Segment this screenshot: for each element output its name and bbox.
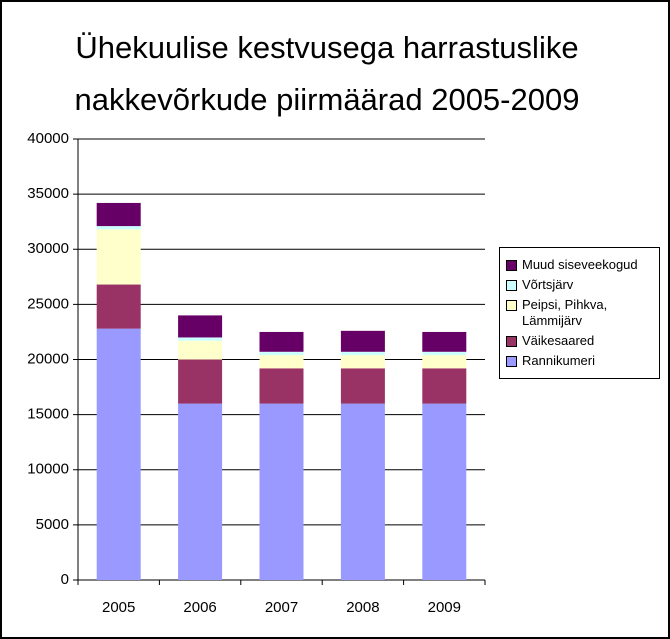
y-tick-label: 20000 (27, 350, 69, 367)
y-tick-label: 0 (61, 571, 69, 588)
y-tick-label: 30000 (27, 240, 69, 257)
bar-segment (259, 351, 304, 356)
bar-segment (96, 229, 141, 285)
bar-segment (178, 337, 223, 341)
legend-label: Rannikumeri (522, 353, 595, 368)
bar-segment (178, 403, 223, 580)
bar-segment (259, 331, 304, 352)
y-tick-label: 40000 (27, 130, 69, 147)
x-tick-label: 2009 (428, 599, 461, 616)
legend-swatch (506, 300, 517, 311)
bar-segment (96, 284, 141, 329)
bar-segment (340, 368, 385, 404)
legend-label: Võrtsjärv (522, 277, 574, 292)
bar-segment (96, 202, 141, 227)
x-tick-label: 2008 (346, 599, 379, 616)
bar-segment (422, 403, 467, 580)
bar-segment (259, 368, 304, 404)
bar-segment (340, 351, 385, 356)
chart-title: Ühekuulise kestvusega harrastuslike nakk… (74, 30, 580, 117)
x-tick-label: 2006 (183, 599, 216, 616)
x-tick-label: 2007 (265, 599, 298, 616)
x-tick-label: 2005 (102, 599, 135, 616)
bar-segment (178, 340, 223, 360)
legend-item: Väikesaared (506, 333, 653, 349)
bar-segment (422, 331, 467, 352)
bar-segment (340, 403, 385, 580)
bar-segment (422, 351, 467, 356)
y-tick-label: 35000 (27, 185, 69, 202)
bar-segment (422, 355, 467, 369)
y-tick-label: 15000 (27, 406, 69, 423)
bar-segment (340, 330, 385, 352)
legend-swatch (506, 260, 517, 271)
bar-segment (340, 355, 385, 369)
y-tick-label: 25000 (27, 295, 69, 312)
bar-segment (422, 368, 467, 404)
legend-swatch (506, 356, 517, 367)
y-tick-label: 5000 (36, 516, 69, 533)
bar-segment (259, 355, 304, 369)
legend: Muud siseveekogud Võrtsjärv Peipsi, Pihkva… (499, 247, 660, 379)
legend-item: Muud siseveekogud (506, 257, 653, 273)
legend-swatch (506, 336, 517, 347)
legend-swatch (506, 280, 517, 291)
legend-label: Peipsi, Pihkva, Lämmijärv (522, 297, 608, 328)
bar-segment (178, 359, 223, 404)
bar-segment (96, 226, 141, 230)
legend-item: Võrtsjärv (506, 277, 653, 293)
legend-label: Muud siseveekogud (522, 257, 638, 272)
y-tick-label: 10000 (27, 461, 69, 478)
bar-segment (96, 328, 141, 580)
bar-segment (178, 315, 223, 338)
bar-segment (259, 403, 304, 580)
legend-item: Rannikumeri (506, 353, 653, 369)
legend-item: Peipsi, Pihkva, Lämmijärv (506, 297, 653, 329)
legend-label: Väikesaared (522, 333, 595, 348)
